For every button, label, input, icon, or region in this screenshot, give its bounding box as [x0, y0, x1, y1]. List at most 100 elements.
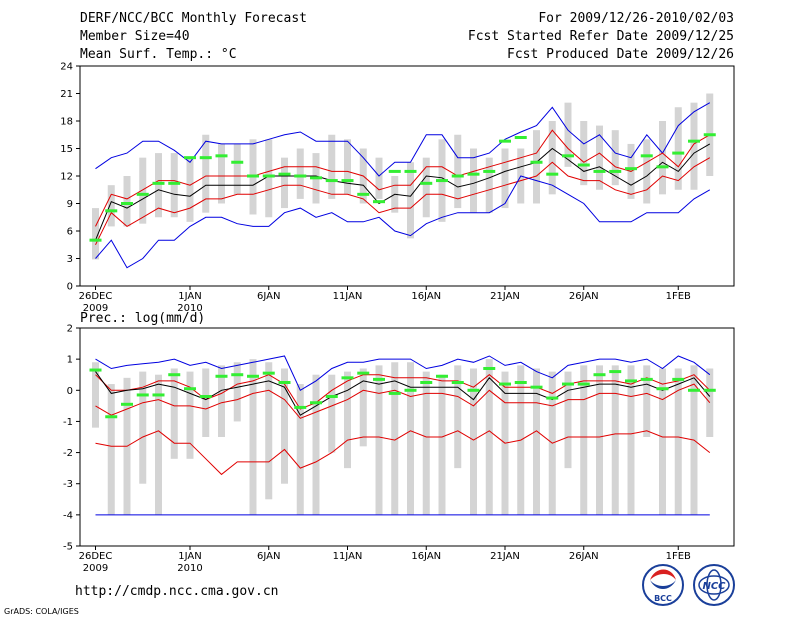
spread-box	[265, 362, 273, 500]
spread-box	[454, 134, 462, 209]
observed-marker	[136, 192, 149, 196]
y-tick-label: -3	[63, 479, 73, 490]
observed-marker	[325, 395, 338, 399]
spread-box	[580, 121, 588, 186]
observed-marker	[514, 381, 527, 384]
observed-marker	[609, 370, 622, 374]
spread-box	[564, 102, 572, 167]
observed-marker	[247, 374, 259, 378]
observed-marker	[625, 167, 637, 171]
spread-box	[328, 134, 336, 199]
bcc-logo: BCC	[642, 564, 684, 606]
observed-marker	[467, 172, 480, 176]
member-max-line	[95, 355, 711, 392]
spread-box	[375, 365, 383, 515]
ncc-logo: NCC	[693, 564, 735, 606]
observed-marker	[420, 381, 433, 384]
observed-marker	[199, 395, 212, 399]
x-tick-label: 21JAN	[490, 291, 520, 302]
observed-marker	[105, 415, 118, 419]
spread-box	[422, 157, 430, 218]
observed-marker	[499, 139, 511, 143]
member-min-2-line	[95, 430, 711, 476]
spread-box	[170, 153, 178, 218]
spread-box	[659, 121, 666, 195]
spread-box	[249, 359, 257, 515]
precip-variable-label: Prec.: log(mm/d)	[80, 311, 205, 326]
observed-marker	[357, 371, 370, 375]
y-tick-label: 21	[60, 89, 73, 100]
spread-box	[470, 368, 477, 515]
observed-marker	[483, 169, 496, 173]
spread-box	[674, 107, 682, 190]
spread-box	[690, 102, 698, 190]
observed-marker	[152, 393, 165, 397]
x-tick-label: 11JAN	[333, 551, 363, 562]
x-tick-label: 1FEB	[666, 291, 691, 302]
plot-frame	[79, 327, 735, 547]
spread-box	[485, 359, 493, 515]
observed-marker	[688, 139, 700, 143]
spread-box	[123, 176, 131, 227]
spread-box	[202, 368, 210, 437]
observed-marker	[168, 373, 181, 377]
observed-marker	[388, 391, 401, 395]
x-tick-year-label: 2010	[177, 303, 202, 314]
median-line	[95, 371, 711, 416]
spread-box	[533, 130, 540, 204]
spread-box	[580, 365, 588, 515]
observed-marker	[483, 366, 496, 370]
observed-marker	[577, 163, 590, 167]
observed-marker	[593, 169, 606, 173]
observed-marker	[577, 382, 590, 386]
observed-marker	[436, 374, 448, 378]
spread-box	[659, 368, 666, 515]
spread-box	[407, 362, 414, 515]
observed-marker	[341, 376, 354, 380]
spread-box	[296, 384, 304, 515]
spread-box	[107, 185, 115, 227]
observed-marker	[546, 396, 559, 400]
observed-marker	[152, 181, 165, 185]
y-tick-label: 15	[60, 144, 73, 155]
observed-marker	[136, 393, 149, 397]
y-tick-label: 1	[67, 355, 73, 366]
observed-marker	[420, 181, 433, 185]
observed-marker	[310, 401, 322, 405]
observed-marker	[672, 151, 685, 155]
upper-band-line	[95, 374, 711, 410]
observed-marker	[625, 379, 637, 383]
spread-box	[470, 148, 477, 213]
spread-box	[139, 157, 147, 224]
observed-marker	[530, 385, 543, 389]
spread-box	[155, 374, 162, 515]
observed-marker	[341, 179, 354, 183]
spread-box	[92, 208, 99, 260]
spread-box	[233, 143, 241, 195]
member-min-line	[95, 175, 711, 269]
observed-marker	[562, 382, 574, 386]
observed-marker	[467, 388, 480, 392]
spread-box	[139, 371, 147, 484]
spread-box	[564, 371, 572, 469]
x-tick-label: 1JAN	[178, 291, 201, 302]
x-tick-label: 26JAN	[569, 291, 599, 302]
y-tick-label: -4	[63, 510, 73, 521]
y-tick-label: 24	[60, 62, 73, 73]
observed-marker	[184, 387, 196, 391]
spread-box	[155, 153, 162, 218]
observed-marker	[593, 373, 606, 377]
spread-box	[674, 368, 682, 515]
x-tick-label: 1JAN	[178, 551, 201, 562]
grads-credit: GrADS: COLA/IGES	[4, 607, 79, 616]
median-line	[95, 143, 711, 241]
observed-marker	[373, 377, 385, 381]
y-tick-label: 2	[67, 324, 73, 335]
observed-marker	[215, 374, 228, 378]
spread-box	[643, 139, 651, 204]
observed-marker	[499, 382, 511, 386]
y-tick-label: 18	[60, 117, 73, 128]
x-tick-label: 1FEB	[666, 551, 691, 562]
spread-box	[344, 371, 351, 469]
